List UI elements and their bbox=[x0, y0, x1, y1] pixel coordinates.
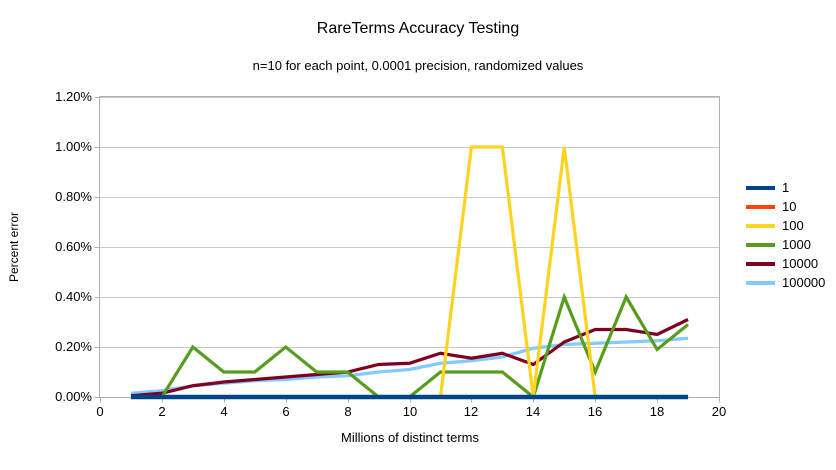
x-tick-label: 2 bbox=[158, 404, 166, 419]
x-tick-label: 10 bbox=[402, 404, 418, 419]
x-tick-label: 16 bbox=[587, 404, 603, 419]
legend-swatch-icon bbox=[746, 261, 775, 266]
legend: 1 10 100 1000 10000 100000 bbox=[746, 178, 825, 292]
data-series bbox=[130, 145, 690, 400]
x-tick-label: 20 bbox=[711, 404, 727, 419]
legend-swatch-icon bbox=[746, 204, 775, 209]
x-tick-label: 12 bbox=[463, 404, 479, 419]
y-tick-label: 0.00% bbox=[55, 389, 92, 404]
legend-item-100000: 100000 bbox=[746, 273, 825, 292]
x-axis-title: Millions of distinct terms bbox=[341, 430, 479, 445]
x-tick-label: 0 bbox=[96, 404, 104, 419]
legend-label: 10000 bbox=[782, 256, 819, 271]
legend-swatch-icon bbox=[746, 223, 775, 228]
legend-label: 1000 bbox=[782, 237, 811, 252]
legend-item-100: 100 bbox=[746, 216, 825, 235]
legend-label: 100 bbox=[782, 218, 804, 233]
y-tick-label: 0.20% bbox=[55, 339, 92, 354]
x-tick-label: 4 bbox=[220, 404, 228, 419]
x-tick-label: 6 bbox=[282, 404, 290, 419]
y-tick-label: 1.20% bbox=[55, 89, 92, 104]
legend-label: 1 bbox=[782, 180, 790, 195]
x-tick-label: 18 bbox=[649, 404, 665, 419]
legend-swatch-icon bbox=[746, 185, 775, 190]
series-line-100 bbox=[130, 145, 689, 399]
gridlines bbox=[100, 97, 719, 348]
y-tick-label: 0.60% bbox=[55, 239, 92, 254]
series-line-10000 bbox=[130, 318, 689, 398]
y-tick-label: 0.40% bbox=[55, 289, 92, 304]
chart-title: RareTerms Accuracy Testing bbox=[316, 20, 520, 37]
legend-item-1000: 1000 bbox=[746, 235, 825, 254]
legend-item-10000: 10000 bbox=[746, 254, 825, 273]
x-tick-label: 14 bbox=[525, 404, 541, 419]
legend-swatch-icon bbox=[746, 280, 775, 285]
y-tick-label: 1.00% bbox=[55, 139, 92, 154]
legend-item-1: 1 bbox=[746, 178, 825, 197]
legend-swatch-icon bbox=[746, 242, 775, 247]
y-tick-label: 0.80% bbox=[55, 189, 92, 204]
legend-item-10: 10 bbox=[746, 197, 825, 216]
chart-subtitle: n=10 for each point, 0.0001 precision, r… bbox=[252, 58, 584, 73]
legend-label: 100000 bbox=[782, 275, 826, 290]
legend-label: 10 bbox=[782, 199, 797, 214]
x-tick-label: 8 bbox=[344, 404, 352, 419]
